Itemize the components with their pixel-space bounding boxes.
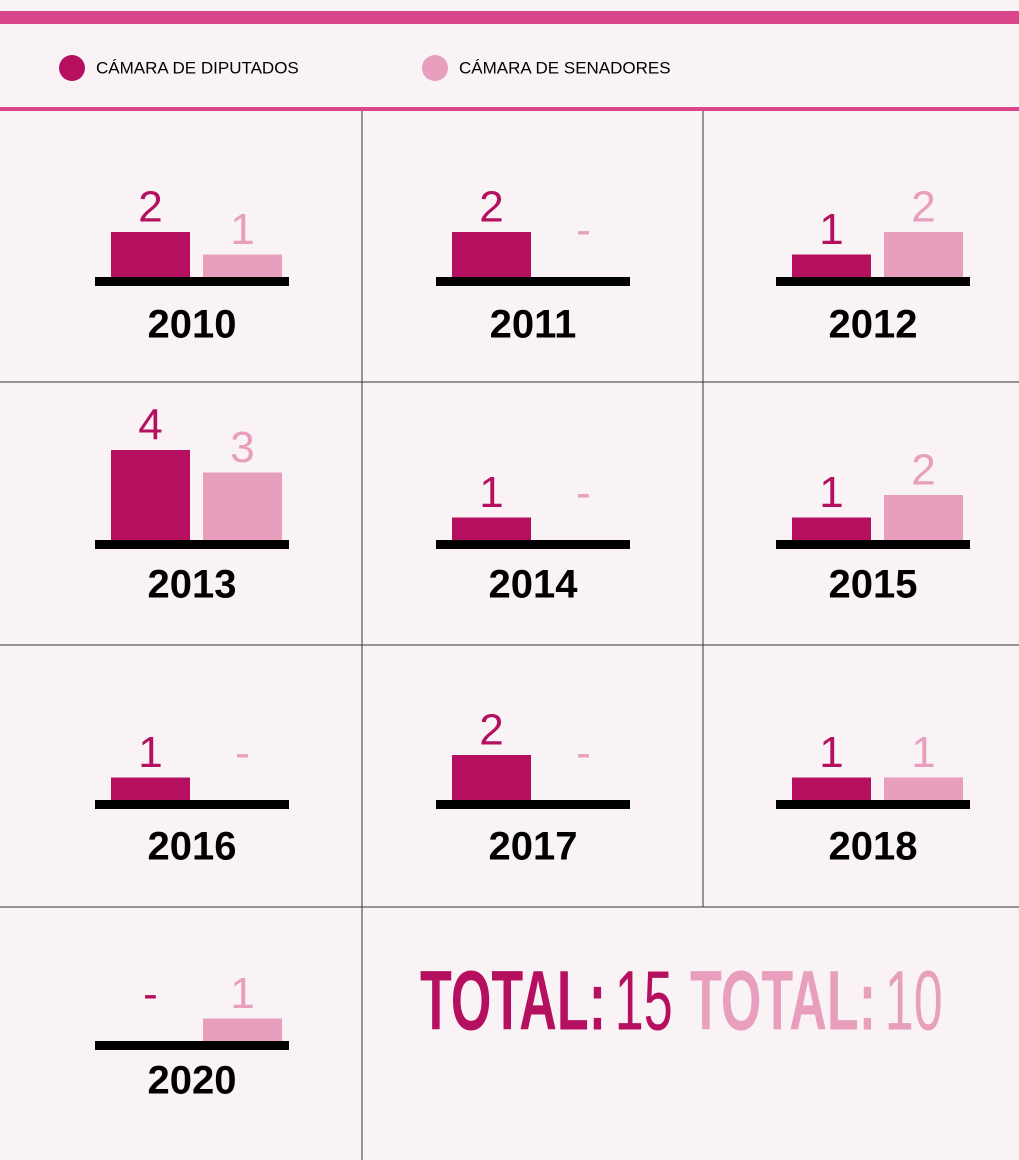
- baseline: [95, 800, 289, 809]
- value-label: 3: [230, 423, 254, 472]
- total-value: 10: [885, 954, 943, 1048]
- baseline: [776, 540, 970, 549]
- bar: [111, 232, 190, 277]
- value-label: 4: [138, 401, 162, 450]
- top-band: [0, 11, 1019, 24]
- value-label: 1: [230, 205, 254, 254]
- value-label: 1: [230, 969, 254, 1018]
- legend-label: CÁMARA DE SENADORES: [459, 58, 671, 77]
- value-label: 2: [911, 446, 935, 495]
- baseline: [776, 800, 970, 809]
- value-label: -: [235, 729, 250, 778]
- year-label: 2017: [489, 825, 578, 869]
- total: TOTAL: 10: [690, 954, 943, 1048]
- total: TOTAL: 15: [420, 954, 673, 1048]
- value-label: -: [576, 469, 591, 518]
- total-label: TOTAL:: [420, 954, 606, 1048]
- total-label: TOTAL:: [690, 954, 876, 1048]
- baseline: [436, 277, 630, 286]
- year-label: 2011: [490, 303, 577, 347]
- year-label: 2015: [829, 563, 918, 607]
- value-label: -: [143, 970, 158, 1019]
- bar: [884, 232, 963, 277]
- bar: [203, 254, 282, 277]
- value-label: 2: [479, 183, 503, 232]
- bar: [792, 777, 871, 800]
- bar: [452, 517, 531, 540]
- value-label: 2: [911, 183, 935, 232]
- bar: [792, 517, 871, 540]
- year-label: 2014: [489, 563, 579, 607]
- year-label: 2020: [148, 1059, 237, 1103]
- baseline: [95, 540, 289, 549]
- year-label: 2018: [829, 825, 918, 869]
- bar: [884, 495, 963, 540]
- bar: [111, 450, 190, 540]
- year-label: 2016: [148, 825, 237, 869]
- value-label: 1: [819, 468, 843, 517]
- baseline: [436, 800, 630, 809]
- year-label: 2010: [148, 303, 237, 347]
- baseline: [95, 1041, 289, 1050]
- bar: [884, 777, 963, 800]
- bar: [111, 777, 190, 800]
- value-label: 1: [819, 205, 843, 254]
- value-label: 1: [138, 728, 162, 777]
- legend-swatch: [422, 55, 448, 81]
- legend-rule: [0, 107, 1019, 111]
- value-label: 1: [479, 468, 503, 517]
- baseline: [776, 277, 970, 286]
- year-label: 2013: [148, 563, 237, 607]
- value-label: 2: [479, 706, 503, 755]
- baseline: [95, 277, 289, 286]
- total-value: 15: [615, 954, 673, 1048]
- value-label: 1: [819, 728, 843, 777]
- bar: [452, 232, 531, 277]
- bar: [792, 254, 871, 277]
- bar: [203, 1018, 282, 1041]
- grid: [0, 111, 1019, 1160]
- bar: [452, 755, 531, 800]
- baseline: [436, 540, 630, 549]
- value-label: -: [576, 729, 591, 778]
- legend-swatch: [59, 55, 85, 81]
- value-label: -: [576, 206, 591, 255]
- value-label: 1: [911, 728, 935, 777]
- legend-label: CÁMARA DE DIPUTADOS: [96, 58, 299, 77]
- year-label: 2012: [829, 303, 918, 347]
- value-label: 2: [138, 183, 162, 232]
- bar: [203, 472, 282, 540]
